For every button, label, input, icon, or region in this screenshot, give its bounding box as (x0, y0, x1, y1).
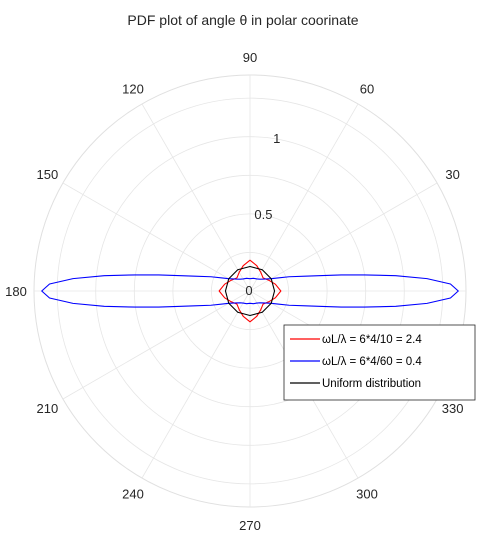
theta-tick-label: 60 (360, 81, 374, 96)
r-tick-label: 0 (245, 283, 252, 298)
grid-spoke (249, 182, 438, 292)
theta-tick-label: 210 (36, 401, 58, 416)
theta-tick-label: 330 (442, 401, 464, 416)
grid-spoke (141, 103, 251, 292)
grid-spoke (62, 182, 251, 292)
grid-spoke (141, 290, 251, 479)
theta-tick-label: 180 (5, 284, 27, 299)
theta-tick-label: 270 (239, 518, 261, 533)
radial-tick-labels: 00.51 (245, 131, 280, 298)
chart-title: PDF plot of angle θ in polar coorinate (127, 12, 358, 28)
r-tick-label: 0.5 (254, 207, 272, 222)
series-1-line (218, 259, 282, 323)
theta-tick-label: 120 (122, 81, 144, 96)
legend-box (283, 324, 476, 401)
grid-spoke (249, 103, 359, 292)
legend-entry: Uniform distribution (322, 378, 421, 390)
angular-tick-labels: 0 30 60 90 120 150 180 210 240 270 300 330 (5, 50, 464, 533)
theta-tick-label: 300 (356, 487, 378, 502)
legend-entry: ωL/λ = 6*4/10 = 2.4 (322, 334, 422, 346)
r-tick-label: 1 (273, 131, 280, 146)
theta-tick-label: 240 (122, 487, 144, 502)
series-3-line (224, 265, 276, 317)
grid-spoke (62, 290, 251, 400)
data-series (41, 259, 459, 323)
theta-tick-label: 150 (36, 167, 58, 182)
legend: ωL/λ = 6*4/10 = 2.4 ωL/λ = 6*4/60 = 0.4 Un… (283, 324, 476, 401)
theta-tick-label: 30 (445, 167, 459, 182)
angular-grid (34, 75, 466, 507)
theta-tick-label: 90 (243, 50, 257, 65)
legend-entry: ωL/λ = 6*4/60 = 0.4 (322, 356, 422, 368)
